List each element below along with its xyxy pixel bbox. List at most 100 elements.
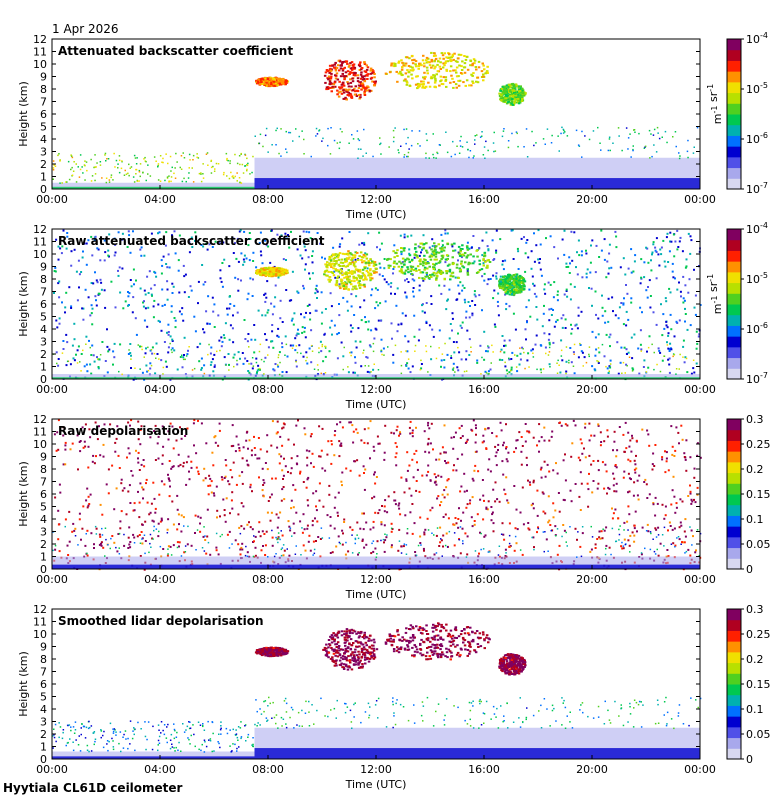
noise-pixel	[373, 449, 376, 452]
cloud-pixel	[331, 64, 334, 67]
cloud-pixel	[337, 59, 341, 62]
noise-pixel	[130, 166, 133, 168]
noise-pixel	[658, 349, 661, 352]
noise-pixel	[646, 497, 649, 499]
noise-pixel	[556, 362, 558, 364]
noise-pixel	[315, 135, 317, 137]
cloud-pixel	[397, 265, 401, 268]
cloud-pixel	[350, 259, 353, 261]
cloud-pixel	[466, 271, 469, 274]
cloud-pixel	[285, 272, 288, 274]
noise-pixel	[117, 533, 120, 535]
noise-pixel	[237, 289, 240, 292]
noise-pixel	[623, 470, 626, 473]
cloud-pixel	[398, 270, 402, 273]
noise-pixel	[647, 433, 650, 436]
noise-pixel	[151, 352, 154, 355]
noise-pixel	[544, 143, 546, 145]
noise-pixel	[311, 344, 313, 347]
cloud-pixel	[363, 75, 366, 78]
noise-pixel	[625, 348, 628, 351]
noise-pixel	[492, 142, 495, 144]
noise-pixel	[234, 276, 237, 279]
noise-pixel	[495, 249, 498, 252]
noise-pixel	[374, 511, 377, 514]
cloud-pixel	[269, 272, 272, 275]
noise-pixel	[145, 179, 147, 182]
noise-pixel	[112, 179, 114, 181]
cloud-pixel	[344, 75, 348, 78]
noise-pixel	[118, 467, 121, 469]
cloud-pixel	[336, 256, 340, 259]
noise-pixel	[206, 535, 209, 538]
noise-pixel	[438, 284, 441, 287]
noise-pixel	[491, 239, 494, 242]
noise-pixel	[85, 263, 88, 266]
noise-pixel	[663, 260, 666, 263]
noise-pixel	[378, 442, 381, 445]
noise-pixel	[541, 325, 544, 328]
noise-pixel	[530, 267, 533, 270]
noise-pixel	[286, 355, 289, 358]
noise-pixel	[305, 311, 307, 314]
noise-pixel	[586, 268, 589, 271]
noise-pixel	[212, 464, 215, 467]
noise-pixel	[444, 261, 447, 264]
noise-pixel	[276, 127, 278, 130]
noise-pixel	[454, 249, 457, 252]
noise-pixel	[252, 365, 255, 367]
noise-pixel	[65, 247, 68, 250]
noise-pixel	[452, 367, 455, 369]
cloud-pixel	[333, 256, 337, 259]
noise-pixel	[166, 176, 169, 178]
noise-pixel	[56, 431, 59, 434]
noise-pixel	[413, 452, 416, 455]
cloud-pixel	[403, 263, 406, 266]
noise-pixel	[286, 151, 288, 154]
cloud-pixel	[472, 58, 476, 61]
noise-pixel	[640, 348, 643, 351]
noise-pixel	[271, 420, 274, 423]
noise-pixel	[154, 372, 157, 375]
cloud-pixel	[415, 75, 418, 78]
cloud-pixel	[327, 278, 330, 281]
cloud-pixel	[500, 94, 503, 97]
noise-pixel	[250, 362, 253, 365]
noise-pixel	[232, 314, 234, 317]
noise-pixel	[463, 287, 466, 289]
noise-pixel	[470, 516, 473, 519]
noise-pixel	[590, 244, 592, 247]
cloud-pixel	[341, 62, 344, 64]
noise-pixel	[242, 263, 245, 266]
noise-pixel	[140, 246, 143, 249]
noise-pixel	[249, 238, 252, 240]
noise-pixel	[499, 275, 502, 278]
cloud-pixel	[434, 65, 437, 68]
noise-pixel	[629, 460, 632, 463]
cloud-pixel	[504, 283, 507, 286]
cloud-pixel	[358, 255, 361, 258]
noise-pixel	[202, 245, 205, 248]
noise-pixel	[559, 371, 562, 374]
noise-pixel	[365, 152, 367, 154]
noise-pixel	[118, 159, 121, 162]
noise-pixel	[350, 330, 353, 333]
noise-pixel	[303, 138, 305, 141]
noise-pixel	[121, 238, 124, 241]
cloud-pixel	[443, 52, 446, 55]
noise-pixel	[380, 523, 383, 526]
cloud-pixel	[504, 275, 507, 278]
noise-pixel	[65, 291, 68, 294]
noise-pixel	[248, 363, 250, 365]
noise-pixel	[450, 355, 452, 357]
noise-pixel	[652, 243, 655, 246]
colorbar-swatch	[727, 304, 741, 316]
noise-pixel	[281, 469, 284, 472]
y-tick-label: 8	[40, 273, 47, 286]
cloud-pixel	[404, 72, 408, 75]
noise-pixel	[440, 233, 443, 236]
noise-pixel	[418, 130, 421, 132]
noise-pixel	[257, 368, 260, 370]
cloud-pixel	[323, 273, 326, 276]
